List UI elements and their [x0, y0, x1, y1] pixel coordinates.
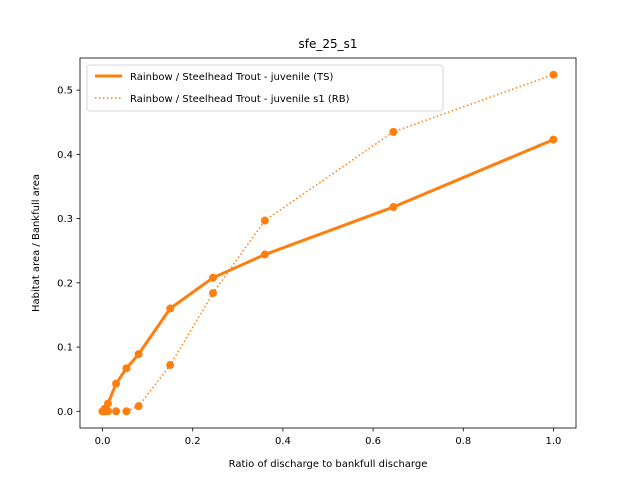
data-point [122, 407, 131, 416]
data-point [112, 407, 121, 416]
data-point [209, 289, 218, 298]
y-tick-label: 0.1 [57, 343, 73, 354]
x-tick-label: 0.0 [95, 436, 111, 447]
plot-area [98, 70, 558, 416]
data-point [122, 364, 131, 373]
y-axis: 0.0 0.1 0.2 0.3 0.4 0.5 [57, 86, 80, 418]
x-axis-label: Ratio of discharge to bankfull discharge [229, 459, 428, 470]
data-point [549, 70, 558, 79]
axes-frame [79, 57, 577, 429]
data-point [549, 135, 558, 144]
data-point [389, 127, 398, 136]
data-point [134, 402, 143, 411]
data-point [166, 304, 175, 313]
y-axis-label: Habitat area / Bankfull area [31, 174, 42, 312]
y-tick-label: 0.0 [57, 407, 73, 418]
legend-label-ts: Rainbow / Steelhead Trout - juvenile (TS… [130, 72, 333, 83]
chart-title: sfe_25_s1 [298, 37, 357, 51]
legend-box [86, 64, 444, 112]
data-point [134, 350, 143, 359]
data-point [209, 273, 218, 282]
y-tick-label: 0.3 [57, 214, 73, 225]
data-point [260, 250, 269, 259]
x-tick-label: 0.4 [275, 436, 291, 447]
legend-label-rb: Rainbow / Steelhead Trout - juvenile s1 … [130, 94, 350, 105]
x-tick-label: 0.8 [455, 436, 471, 447]
x-tick-label: 0.2 [185, 436, 201, 447]
data-point [260, 216, 269, 225]
y-tick-label: 0.2 [57, 278, 73, 289]
data-point [103, 407, 112, 416]
x-tick-label: 0.6 [365, 436, 381, 447]
data-point [389, 203, 398, 212]
legend: Rainbow / Steelhead Trout - juvenile (TS… [86, 64, 444, 112]
data-point [103, 399, 112, 408]
y-tick-label: 0.4 [57, 150, 73, 161]
x-axis: 0.0 0.2 0.4 0.6 0.8 1.0 [95, 428, 562, 447]
data-point [166, 361, 175, 370]
y-tick-label: 0.5 [57, 86, 73, 97]
x-tick-label: 1.0 [546, 436, 562, 447]
data-point [112, 379, 121, 388]
